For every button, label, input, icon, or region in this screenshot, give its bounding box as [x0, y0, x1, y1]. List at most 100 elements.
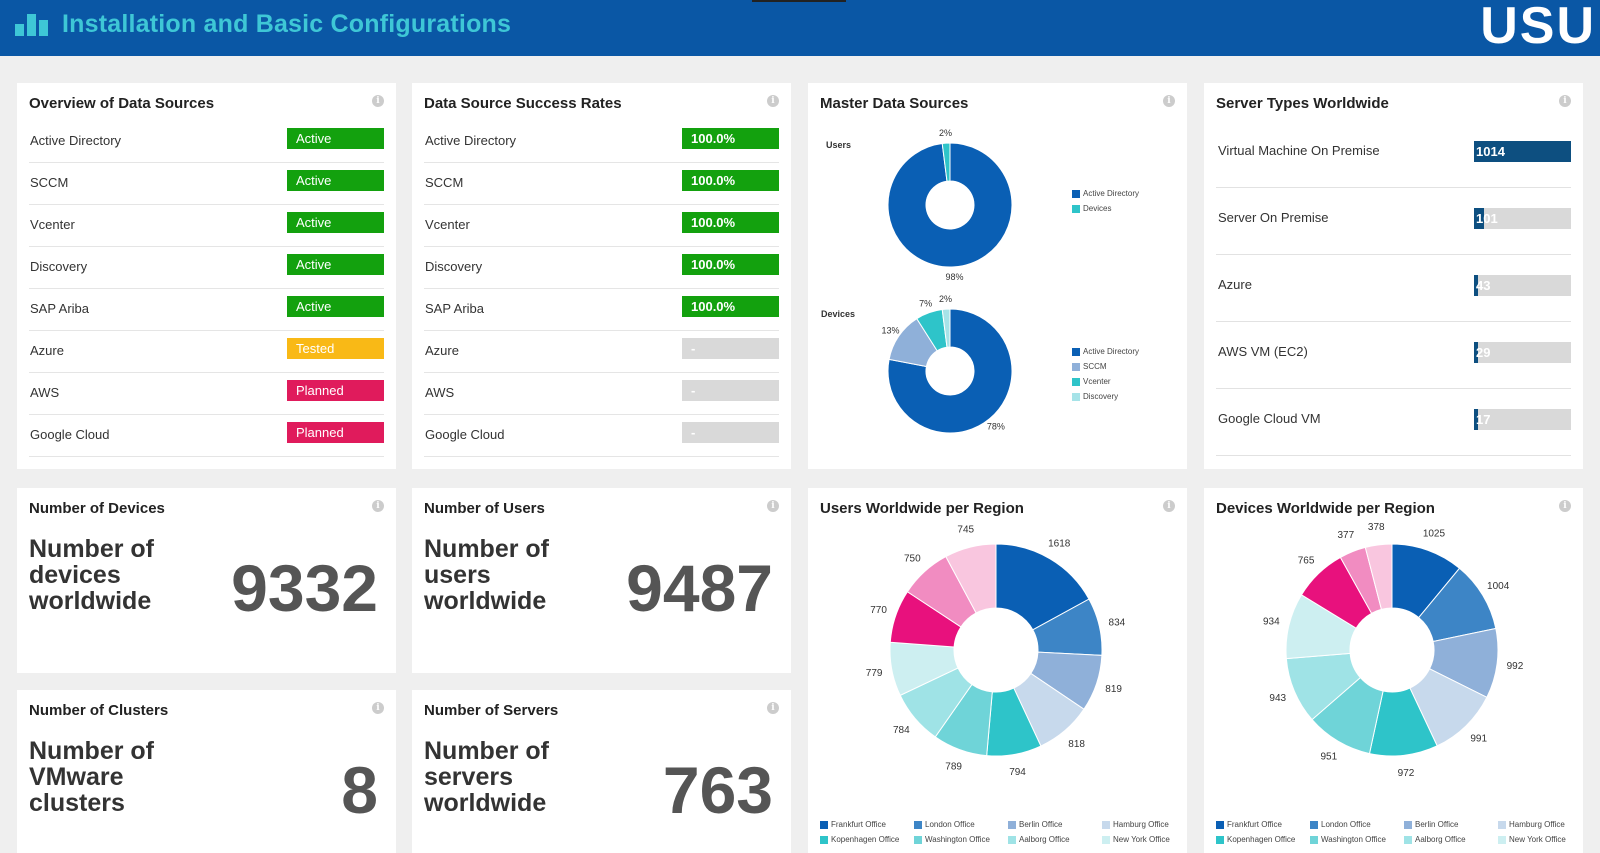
- legend-item[interactable]: London Office: [1310, 820, 1371, 829]
- info-icon[interactable]: i: [767, 95, 779, 107]
- legend-item[interactable]: New York Office: [1102, 835, 1170, 844]
- users-region-data-label: 750: [904, 553, 921, 564]
- legend-label: Berlin Office: [1019, 820, 1063, 829]
- users-region-slice[interactable]: [995, 543, 1090, 631]
- users-region-legend: Frankfurt Office London Office Berlin Offi…: [820, 820, 1180, 850]
- success-rate-badge: 100.0%: [682, 296, 779, 317]
- info-icon[interactable]: i: [372, 95, 384, 107]
- legend-item[interactable]: Berlin Office: [1404, 820, 1458, 829]
- devices-source-data-label: 78%: [987, 421, 1005, 431]
- legend-label: Vcenter: [1083, 377, 1111, 386]
- server-type-label: Azure: [1218, 277, 1252, 292]
- legend-item[interactable]: Devices: [1072, 204, 1111, 213]
- status-badge: Planned: [287, 380, 384, 401]
- divider: [752, 0, 846, 2]
- server-type-label: Virtual Machine On Premise: [1218, 143, 1380, 158]
- legend-swatch: [1216, 820, 1224, 829]
- server-count-value: 101: [1476, 211, 1498, 226]
- users-source-slice[interactable]: [887, 142, 1013, 268]
- devices-source-data-label: 7%: [919, 298, 932, 308]
- legend-item[interactable]: Aalborg Office: [1404, 835, 1466, 844]
- legend-swatch: [1072, 204, 1080, 213]
- legend-item[interactable]: Hamburg Office: [1102, 820, 1169, 829]
- devices-region-slice[interactable]: [1364, 543, 1393, 610]
- info-icon[interactable]: i: [767, 702, 779, 714]
- success-rate-badge: -: [682, 338, 779, 359]
- legend-item[interactable]: Berlin Office: [1008, 820, 1062, 829]
- card-title: Server Types Worldwide: [1216, 95, 1389, 112]
- legend-label: Frankfurt Office: [1227, 820, 1282, 829]
- legend-item[interactable]: Vcenter: [1072, 377, 1111, 386]
- info-icon[interactable]: i: [1163, 95, 1175, 107]
- table-row: Vcenter 100.0%: [424, 204, 779, 247]
- info-icon[interactable]: i: [372, 702, 384, 714]
- legend-item[interactable]: SCCM: [1072, 362, 1107, 371]
- legend-item[interactable]: Kopenhagen Office: [1216, 835, 1295, 844]
- users-region-slice[interactable]: [945, 543, 997, 614]
- legend-item[interactable]: Washington Office: [914, 835, 990, 844]
- legend-item[interactable]: London Office: [914, 820, 975, 829]
- legend-label: SCCM: [1083, 362, 1107, 371]
- brand-logo: USU: [1480, 0, 1596, 55]
- legend-label: Aalborg Office: [1415, 835, 1466, 844]
- server-type-label: AWS VM (EC2): [1218, 344, 1308, 359]
- info-icon[interactable]: i: [1559, 500, 1571, 512]
- legend-item[interactable]: Aalborg Office: [1008, 835, 1070, 844]
- legend-swatch: [1216, 835, 1224, 844]
- status-badge: Active: [287, 128, 384, 149]
- legend-item[interactable]: Hamburg Office: [1498, 820, 1565, 829]
- users-region-data-label: 745: [957, 525, 974, 536]
- info-icon[interactable]: i: [372, 500, 384, 512]
- devices-source-slice[interactable]: [887, 308, 1013, 434]
- kpi-label: Number of VMware clusters: [29, 737, 154, 817]
- table-row: SAP Ariba 100.0%: [424, 288, 779, 331]
- legend-item[interactable]: Washington Office: [1310, 835, 1386, 844]
- users-region-data-label: 784: [893, 725, 910, 736]
- legend-item[interactable]: Frankfurt Office: [820, 820, 886, 829]
- row-label: SAP Ariba: [425, 301, 485, 316]
- devices-source-slice[interactable]: [941, 308, 951, 348]
- legend-label: Hamburg Office: [1509, 820, 1565, 829]
- users-region-data-label: 770: [870, 605, 887, 616]
- devices-region-data-label: 991: [1470, 734, 1487, 745]
- legend-swatch: [820, 835, 828, 844]
- legend-item[interactable]: Frankfurt Office: [1216, 820, 1282, 829]
- row-label: Azure: [425, 343, 459, 358]
- server-type-row: Server On Premise 101: [1216, 187, 1571, 255]
- legend-label: Berlin Office: [1415, 820, 1459, 829]
- users-chart-label: Users: [826, 140, 852, 150]
- row-label: AWS: [30, 385, 60, 400]
- users-kpi-card: Number of Users i Number of users worldwid…: [412, 488, 791, 673]
- legend-swatch: [1008, 835, 1016, 844]
- legend-label: Kopenhagen Office: [831, 835, 900, 844]
- devices-region-card: Devices Worldwide per Region i 1025 1004 9…: [1204, 488, 1583, 853]
- table-row: Discovery 100.0%: [424, 246, 779, 289]
- legend-swatch: [914, 835, 922, 844]
- success-rate-badge: 100.0%: [682, 128, 779, 149]
- legend-item[interactable]: Discovery: [1072, 392, 1118, 401]
- devices-region-donut: 1025 1004 992 991 972 951 943 934 765 377 378: [1263, 522, 1524, 779]
- row-label: Discovery: [425, 259, 483, 274]
- legend-item[interactable]: Active Directory: [1072, 347, 1139, 356]
- info-icon[interactable]: i: [1559, 95, 1571, 107]
- server-type-label: Google Cloud VM: [1218, 411, 1321, 426]
- legend-swatch: [1102, 820, 1110, 829]
- table-row: Active Directory 100.0%: [424, 120, 779, 163]
- legend-item[interactable]: Active Directory: [1072, 189, 1139, 198]
- server-count-bar: 29: [1474, 342, 1571, 363]
- server-count-bar: 17: [1474, 409, 1571, 430]
- table-row: AWS Planned: [29, 372, 384, 415]
- legend-swatch: [1072, 377, 1080, 386]
- kpi-value: 763: [662, 753, 773, 827]
- users-source-slice[interactable]: [941, 142, 951, 182]
- legend-label: Active Directory: [1083, 347, 1140, 356]
- card-title: Number of Clusters: [29, 702, 169, 719]
- legend-item[interactable]: New York Office: [1498, 835, 1566, 844]
- devices-region-data-label: 943: [1269, 693, 1286, 704]
- success-card: Data Source Success Rates i Active Direc…: [412, 83, 791, 469]
- legend-swatch: [1498, 820, 1506, 829]
- info-icon[interactable]: i: [767, 500, 779, 512]
- status-badge: Active: [287, 212, 384, 233]
- info-icon[interactable]: i: [1163, 500, 1175, 512]
- legend-item[interactable]: Kopenhagen Office: [820, 835, 899, 844]
